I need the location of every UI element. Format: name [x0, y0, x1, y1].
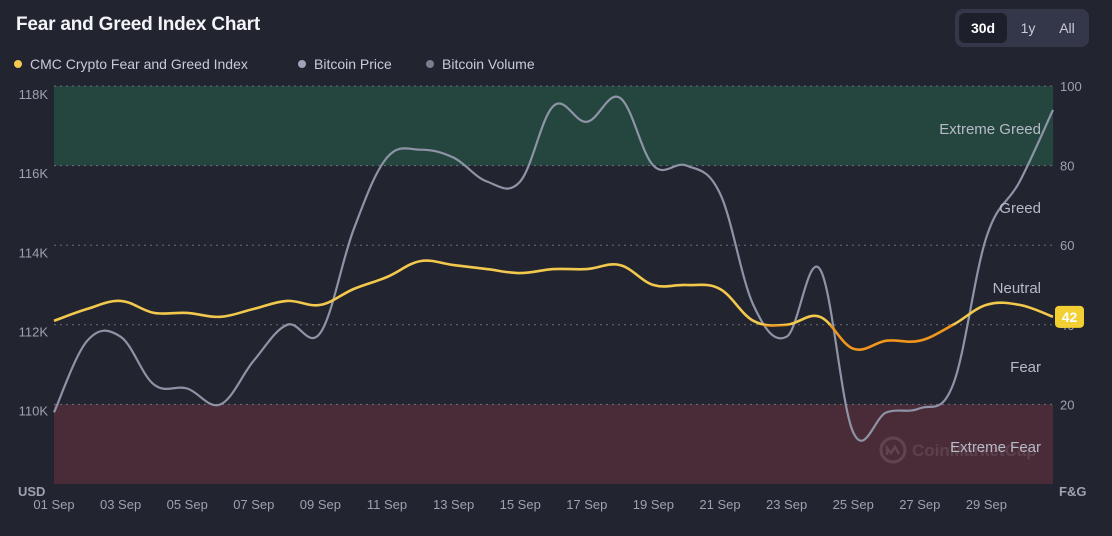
legend-label-fear-greed: CMC Crypto Fear and Greed Index [30, 56, 248, 72]
left-axis-tick-118k: 118K [19, 87, 49, 102]
x-axis-tick-29-sep: 29 Sep [966, 497, 1007, 512]
legend-item-bitcoin-price[interactable]: Bitcoin Price [298, 56, 392, 72]
range-30d-button[interactable]: 30d [959, 13, 1007, 43]
left-axis-tick-114k: 114K [19, 245, 49, 260]
zone-label-greed: Greed [999, 200, 1041, 217]
left-axis-tick-116k: 116K [19, 166, 49, 181]
x-axis-tick-27-sep: 27 Sep [899, 497, 940, 512]
legend-dot-bitcoin-volume [426, 60, 434, 68]
x-axis-tick-23-sep: 23 Sep [766, 497, 807, 512]
right-axis-unit: F&G [1059, 484, 1086, 499]
legend-dot-fear-greed [14, 60, 22, 68]
right-axis-tick-60: 60 [1060, 238, 1074, 253]
zone-label-fear: Fear [1010, 359, 1041, 376]
right-axis-tick-20: 20 [1060, 397, 1074, 412]
current-value-badge [1055, 305, 1084, 328]
x-axis-tick-15-sep: 15 Sep [500, 497, 541, 512]
range-all-button[interactable]: All [1059, 20, 1075, 36]
zone-label-extreme-fear: Extreme Fear [950, 439, 1041, 456]
watermark: CoinMarketCap [912, 441, 1037, 460]
x-axis-tick-09-sep: 09 Sep [300, 497, 341, 512]
x-axis-tick-21-sep: 21 Sep [699, 497, 740, 512]
left-axis-unit: USD [18, 484, 45, 499]
left-axis-tick-112k: 112K [19, 325, 49, 340]
right-axis-tick-100: 100 [1060, 79, 1082, 94]
legend-dot-bitcoin-price [298, 60, 306, 68]
coinmarketcap-logo-icon [879, 436, 907, 464]
x-axis-tick-13-sep: 13 Sep [433, 497, 474, 512]
left-axis-tick-110k: 110K [19, 404, 49, 419]
x-axis-tick-17-sep: 17 Sep [566, 497, 607, 512]
chart-title: Fear and Greed Index Chart [16, 14, 260, 35]
legend-label-bitcoin-price: Bitcoin Price [314, 56, 392, 72]
zone-extreme-fear [54, 404, 1053, 484]
x-axis-tick-19-sep: 19 Sep [633, 497, 674, 512]
fear-greed-line [53, 259, 1054, 351]
zone-label-neutral: Neutral [993, 280, 1041, 297]
right-axis-tick-80: 80 [1060, 159, 1074, 174]
x-axis-tick-25-sep: 25 Sep [833, 497, 874, 512]
x-axis-tick-11-sep: 11 Sep [367, 497, 407, 512]
bitcoin-price-line [53, 95, 1054, 442]
x-axis-tick-03-sep: 03 Sep [100, 497, 141, 512]
legend-item-bitcoin-volume[interactable]: Bitcoin Volume [426, 56, 535, 72]
legend-item-fear-greed[interactable]: CMC Crypto Fear and Greed Index [14, 56, 248, 72]
x-axis-tick-05-sep: 05 Sep [167, 497, 208, 512]
range-1y-button[interactable]: 1y [1020, 20, 1036, 36]
zone-extreme-greed [54, 86, 1053, 166]
legend-label-bitcoin-volume: Bitcoin Volume [442, 56, 535, 72]
current-value-label: 42 [1062, 309, 1078, 325]
x-axis-tick-01-sep: 01 Sep [33, 497, 74, 512]
x-axis-tick-07-sep: 07 Sep [233, 497, 274, 512]
time-range-selector: 30d 1y All [955, 9, 1089, 47]
zone-label-extreme-greed: Extreme Greed [939, 121, 1041, 138]
